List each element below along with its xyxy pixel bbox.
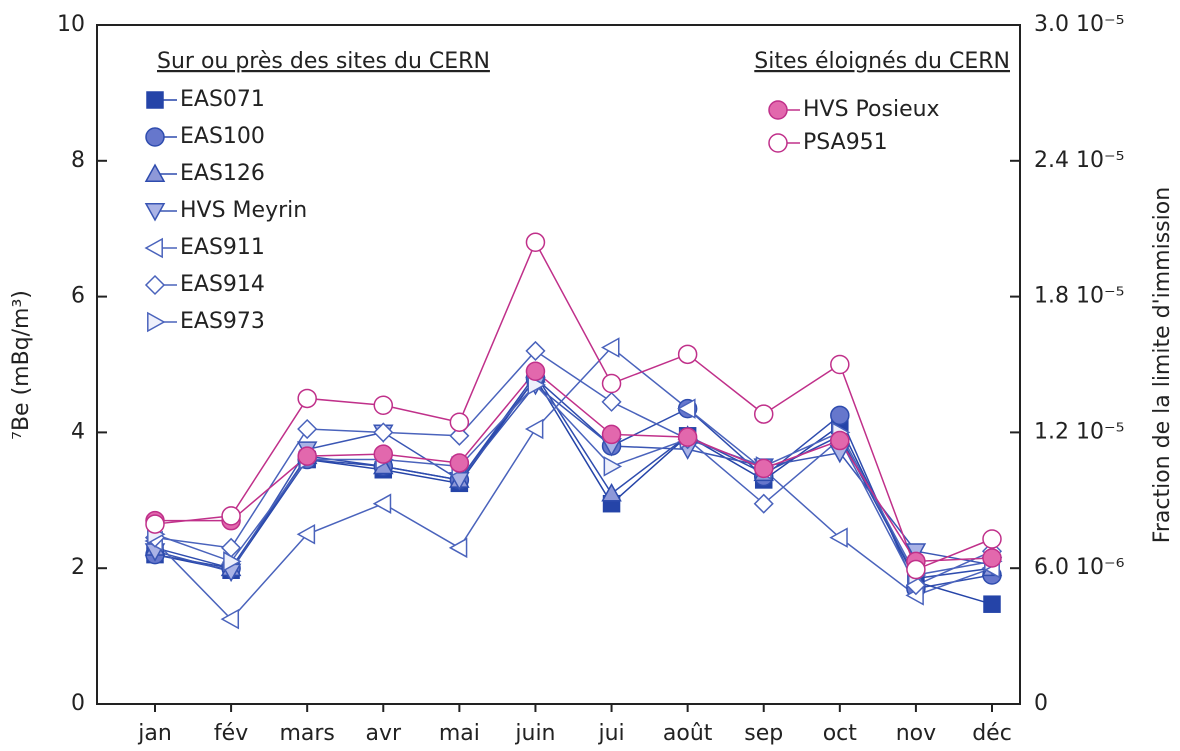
x-tick-label: août [663, 721, 713, 746]
legend-label: EAS911 [180, 235, 265, 260]
y-tick-label: 6 [71, 284, 85, 309]
marker [297, 446, 317, 466]
series-line [154, 346, 993, 621]
marker [601, 482, 622, 502]
legend-marker [144, 237, 163, 259]
marker [223, 551, 242, 572]
marker [449, 412, 470, 432]
marker [297, 418, 318, 440]
marker [221, 506, 241, 526]
y2-tick-label: 6.0 10⁻⁶ [1034, 555, 1125, 580]
marker [372, 493, 392, 514]
series-line [154, 240, 993, 571]
marker [601, 373, 622, 394]
y2-tick-label: 2.4 10⁻⁵ [1034, 148, 1124, 173]
marker [753, 404, 774, 424]
marker [145, 514, 165, 534]
marker [373, 422, 394, 443]
legend-marker [768, 100, 788, 120]
marker [449, 425, 470, 446]
marker [524, 418, 544, 440]
legend-label: EAS100 [180, 124, 265, 149]
legend-label: HVS Meyrin [180, 198, 307, 223]
legend-label: EAS071 [180, 87, 265, 112]
series-line [154, 383, 993, 576]
y2-axis-label: Fraction de la limite d'immission [1150, 187, 1175, 543]
legend-marker [144, 203, 166, 222]
legend-marker [146, 91, 164, 109]
legend-label: EAS914 [180, 272, 265, 297]
legend-marker [768, 133, 788, 153]
marker [449, 453, 470, 473]
marker [601, 424, 622, 445]
y2-tick-label: 1.2 10⁻⁵ [1034, 419, 1124, 444]
x-tick-label: mai [439, 721, 480, 746]
marker [906, 559, 926, 580]
marker [601, 391, 622, 412]
marker [830, 405, 850, 426]
x-tick-label: sep [744, 721, 783, 746]
legend-marker [145, 127, 165, 147]
y-tick-label: 2 [71, 555, 85, 580]
y-tick-label: 10 [57, 12, 85, 37]
x-tick-label: nov [896, 721, 936, 746]
legend-marker [144, 163, 166, 182]
marker [449, 471, 470, 491]
y2-tick-label: 3.0 10⁻⁵ [1034, 12, 1124, 37]
x-tick-label: juin [514, 721, 555, 746]
marker [373, 444, 394, 464]
x-tick-label: oct [823, 721, 858, 746]
marker [220, 608, 240, 630]
legend-marker [144, 274, 166, 296]
marker [982, 529, 1002, 549]
marker [830, 354, 850, 375]
legend-title: Sites éloignés du CERN [754, 49, 1010, 74]
marker [603, 456, 623, 477]
marker [982, 548, 1002, 568]
y-tick-label: 0 [71, 691, 85, 716]
marker [677, 427, 698, 447]
y2-tick-label: 1.8 10⁻⁵ [1034, 284, 1124, 309]
legend-label: HVS Posieux [803, 97, 940, 122]
x-tick-label: mars [279, 721, 334, 746]
marker [829, 527, 848, 548]
marker [297, 388, 317, 409]
marker [525, 232, 546, 253]
x-tick-label: jan [137, 721, 172, 746]
y2-tick-label: 0 [1034, 691, 1048, 716]
marker [983, 595, 1001, 613]
marker [677, 398, 696, 419]
legend-marker [147, 311, 166, 333]
marker [296, 523, 316, 545]
legend-label: EAS126 [180, 161, 265, 186]
marker [753, 458, 774, 479]
y-tick-label: 8 [71, 148, 85, 173]
marker [753, 493, 774, 514]
series-line [154, 349, 993, 587]
series-line [154, 383, 993, 573]
marker [830, 430, 850, 451]
marker [601, 337, 620, 358]
marker [677, 344, 698, 365]
marker [525, 361, 546, 382]
plot-frame [96, 24, 1021, 705]
x-tick-label: avr [365, 721, 402, 746]
series-line [155, 370, 993, 563]
legend-label: PSA951 [803, 130, 888, 155]
x-tick-label: jui [597, 721, 624, 746]
marker [373, 395, 394, 415]
y-axis-label: ⁷Be (mBq/m³) [9, 290, 34, 440]
legend-label: EAS973 [180, 309, 265, 334]
x-tick-label: fév [214, 721, 248, 746]
y-tick-label: 4 [71, 419, 85, 444]
legend-title: Sur ou près des sites du CERN [157, 49, 490, 74]
marker [448, 537, 468, 559]
marker [525, 340, 546, 361]
x-tick-label: déc [972, 721, 1012, 746]
